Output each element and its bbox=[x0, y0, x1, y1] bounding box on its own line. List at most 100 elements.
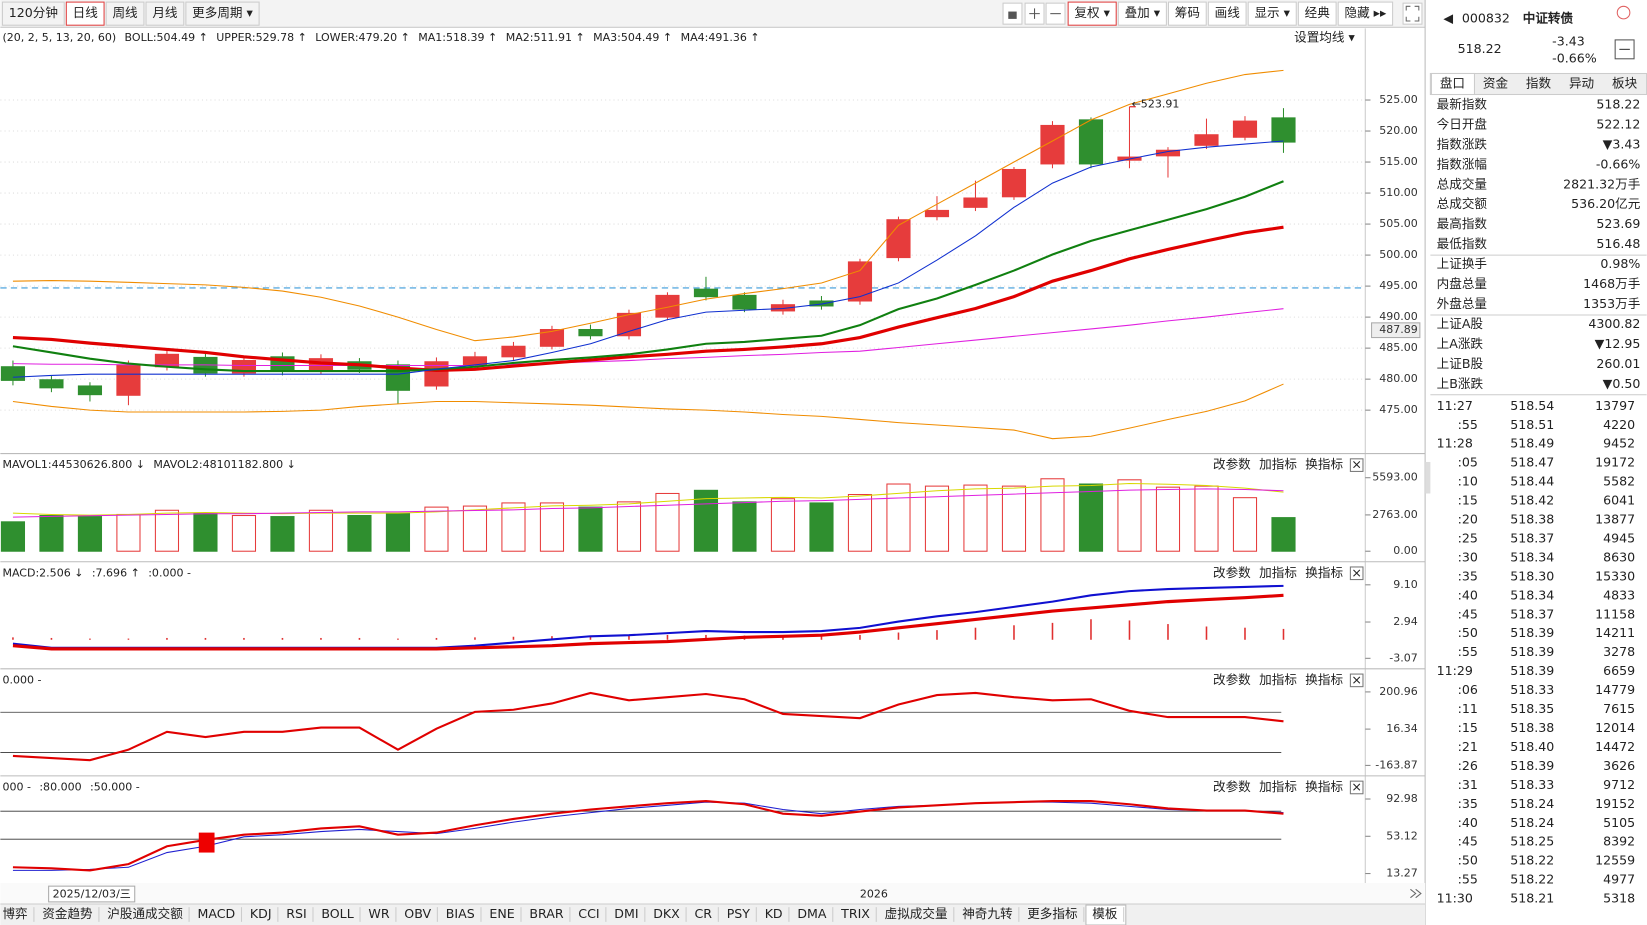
period-tab-box[interactable] bbox=[145, 1, 185, 26]
tool-button[interactable]: 显示 ▾ bbox=[1254, 5, 1290, 20]
panel-button[interactable]: 加指标 bbox=[1259, 457, 1297, 472]
quote-label: 总成交量 bbox=[1437, 176, 1487, 191]
close-box[interactable] bbox=[1349, 780, 1364, 795]
close-box[interactable] bbox=[1349, 566, 1364, 581]
volume-bar bbox=[1001, 485, 1027, 552]
panel-button[interactable]: 加指标 bbox=[1259, 779, 1297, 794]
tool-button-box[interactable] bbox=[1207, 1, 1247, 26]
indicator-tab[interactable]: TRIX bbox=[840, 906, 870, 921]
period-tab[interactable]: 月线 bbox=[152, 5, 178, 20]
period-tab-box[interactable] bbox=[105, 1, 145, 26]
quote-tab[interactable]: 资金 bbox=[1483, 75, 1509, 90]
panel-button[interactable]: 换指标 bbox=[1305, 672, 1343, 687]
splitter-handle[interactable] bbox=[1425, 461, 1431, 494]
panel-button[interactable]: 改参数 bbox=[1213, 672, 1251, 687]
panel-button[interactable]: 换指标 bbox=[1305, 779, 1343, 794]
indicator-tab[interactable]: DMI bbox=[614, 906, 638, 921]
ma-setting[interactable]: 设置均线 ▾ bbox=[1294, 29, 1355, 44]
tick-time: :20 bbox=[1458, 512, 1478, 527]
quote-tab[interactable]: 异动 bbox=[1569, 75, 1594, 90]
indicator-tab[interactable]: WR bbox=[368, 906, 389, 921]
tool-button-box[interactable] bbox=[1167, 1, 1207, 26]
period-tab[interactable]: 日线 bbox=[73, 5, 99, 20]
indicator-line bbox=[12, 691, 1284, 762]
candle-body bbox=[116, 364, 141, 396]
indicator-tab[interactable]: RSI bbox=[286, 906, 306, 921]
quote-value: 516.48 bbox=[1596, 236, 1640, 251]
quote-tab[interactable]: 板块 bbox=[1612, 75, 1638, 90]
tool-button-box[interactable] bbox=[1067, 1, 1117, 26]
tick-volume: 3626 bbox=[1603, 758, 1635, 773]
indicator-tab[interactable]: CR bbox=[694, 906, 712, 921]
indicator-tab[interactable]: ENE bbox=[489, 906, 514, 921]
period-tab[interactable]: 120分钟 bbox=[9, 5, 58, 20]
tool-button-box[interactable] bbox=[1117, 1, 1167, 26]
volume-bar bbox=[77, 516, 103, 552]
panel-button[interactable]: 换指标 bbox=[1305, 457, 1343, 472]
panel-button[interactable]: 改参数 bbox=[1213, 457, 1251, 472]
tick-time: :06 bbox=[1458, 682, 1478, 697]
indicator-tab[interactable]: 资金趋势 bbox=[42, 906, 93, 921]
volume-bar bbox=[1040, 478, 1065, 552]
tool-button-box[interactable] bbox=[1247, 1, 1297, 26]
panel-button[interactable]: 加指标 bbox=[1259, 672, 1297, 687]
indicator-tab[interactable]: KD bbox=[765, 906, 783, 921]
active-quote-tab[interactable] bbox=[1430, 72, 1475, 96]
close-button[interactable]: × bbox=[1351, 565, 1362, 580]
period-tab[interactable]: 更多周期 ▾ bbox=[192, 5, 253, 20]
tool-button[interactable]: 复权 ▾ bbox=[1074, 5, 1110, 20]
close-button[interactable]: × bbox=[1351, 779, 1362, 794]
period-tab-box[interactable] bbox=[1, 1, 65, 26]
indicator-tab[interactable]: MACD bbox=[197, 906, 235, 921]
y-tick-label: 505.00 bbox=[1379, 217, 1418, 230]
quote-tab[interactable]: 指数 bbox=[1526, 75, 1552, 90]
tick-volume: 4945 bbox=[1603, 530, 1635, 545]
close-button[interactable]: × bbox=[1351, 457, 1362, 472]
close-box[interactable] bbox=[1349, 673, 1364, 688]
back-arrow[interactable]: ◀ bbox=[1443, 10, 1453, 25]
indicator-tab[interactable]: DMA bbox=[797, 906, 827, 921]
indicator-tab[interactable]: PSY bbox=[727, 906, 751, 921]
indicator-tab[interactable]: 博弈 bbox=[2, 906, 27, 921]
tick-time: :31 bbox=[1458, 777, 1478, 792]
panel-button[interactable]: 改参数 bbox=[1213, 565, 1251, 580]
tool-button[interactable]: 筹码 bbox=[1175, 5, 1200, 20]
close-box[interactable] bbox=[1349, 458, 1364, 472]
indicator-tab[interactable]: 神奇九转 bbox=[962, 906, 1013, 921]
tick-volume: 8630 bbox=[1603, 549, 1635, 564]
scroll-arrow[interactable] bbox=[1410, 888, 1422, 899]
period-tab-box[interactable] bbox=[185, 1, 260, 26]
tool-button-box[interactable] bbox=[1337, 1, 1394, 26]
indicator-tab[interactable]: OBV bbox=[404, 906, 431, 921]
active-tab bbox=[1085, 904, 1127, 925]
period-tab[interactable]: 周线 bbox=[112, 5, 138, 20]
panel-button[interactable]: 改参数 bbox=[1213, 779, 1251, 794]
tool-button[interactable]: 叠加 ▾ bbox=[1125, 5, 1161, 20]
panel-button[interactable]: 加指标 bbox=[1259, 565, 1297, 580]
indicator-tab[interactable]: 模板 bbox=[1092, 906, 1118, 921]
indicator-tab[interactable]: CCI bbox=[578, 906, 599, 921]
period-tab-box[interactable] bbox=[65, 1, 105, 26]
indicator-tab[interactable]: DKX bbox=[653, 906, 680, 921]
tool-button[interactable]: 隐藏 ▸▸ bbox=[1345, 5, 1387, 20]
indicator-tab[interactable]: 更多指标 bbox=[1027, 906, 1078, 921]
candle-body bbox=[655, 294, 680, 318]
tick-volume: 14472 bbox=[1595, 739, 1635, 754]
tool-button[interactable]: 经典 bbox=[1305, 5, 1331, 20]
tool-button-box[interactable] bbox=[1297, 1, 1337, 26]
y-tick-label: 9.10 bbox=[1393, 578, 1418, 591]
tool-button[interactable]: 画线 bbox=[1215, 5, 1241, 20]
panel-button[interactable]: 换指标 bbox=[1305, 565, 1343, 580]
quote-tab[interactable]: 盘口 bbox=[1440, 75, 1465, 90]
indicator-tab[interactable]: KDJ bbox=[250, 906, 272, 921]
indicator-tab[interactable]: BRAR bbox=[529, 906, 563, 921]
alert-icon[interactable] bbox=[1616, 5, 1631, 20]
quote-value: -0.66% bbox=[1596, 156, 1641, 171]
indicator-tab[interactable]: BOLL bbox=[321, 906, 353, 921]
fullscreen-button[interactable] bbox=[1402, 2, 1423, 25]
indicator-tab[interactable]: BIAS bbox=[446, 906, 475, 921]
close-button[interactable]: × bbox=[1351, 672, 1362, 687]
indicator-tab[interactable]: 虚拟成交量 bbox=[885, 906, 948, 921]
indicator-tab[interactable]: 沪股通成交额 bbox=[107, 906, 183, 921]
volume-bar bbox=[693, 489, 719, 552]
